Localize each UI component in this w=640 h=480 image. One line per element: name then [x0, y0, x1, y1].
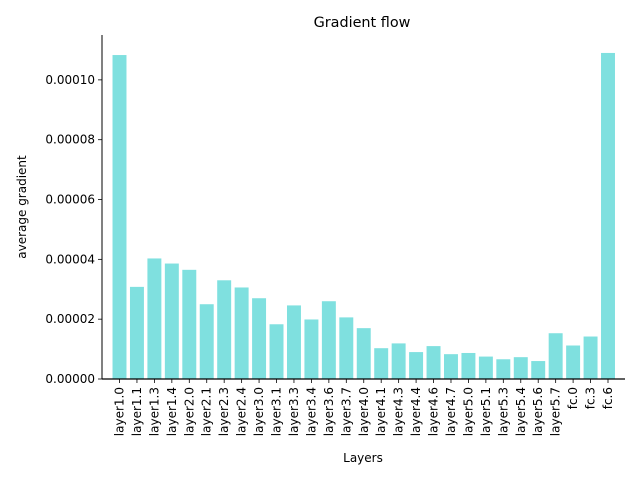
chart-title: Gradient flow: [314, 15, 411, 31]
x-tick-label: layer5.4: [514, 387, 528, 436]
x-tick-label: layer4.3: [392, 387, 406, 436]
x-tick-label: layer4.6: [427, 387, 441, 436]
bar-layer5.1: [478, 356, 493, 379]
bar-layer4.1: [374, 348, 389, 379]
bar-fc.3: [583, 336, 598, 379]
x-tick-label: fc.6: [601, 387, 615, 409]
bar-layer1.4: [164, 263, 179, 379]
bar-layer2.3: [217, 280, 232, 379]
y-tick-label: 0.00004: [45, 252, 95, 266]
bar-layer4.4: [409, 352, 424, 379]
x-tick-label: layer1.0: [113, 387, 127, 436]
x-tick-label: fc.3: [584, 387, 598, 409]
x-tick-label: layer5.7: [549, 387, 563, 436]
y-tick-label: 0.00008: [45, 133, 95, 147]
bar-layer3.4: [304, 319, 319, 379]
x-tick-label: layer3.0: [252, 387, 266, 436]
bar-layer2.4: [234, 287, 249, 379]
bar-layer1.3: [147, 258, 162, 379]
bars-group: [112, 52, 615, 379]
bar-fc.0: [566, 345, 581, 379]
x-tick-label: layer3.6: [322, 387, 336, 436]
x-tick-label: layer2.4: [235, 387, 249, 436]
bar-layer1.0: [112, 55, 127, 379]
bar-layer5.6: [531, 361, 546, 379]
x-tick-label: layer2.0: [182, 387, 196, 436]
x-tick-label: layer4.4: [409, 387, 423, 436]
x-tick-label: layer1.4: [165, 387, 179, 436]
x-tick-label: layer3.3: [287, 387, 301, 436]
bar-layer4.7: [444, 354, 458, 379]
x-tick-label: layer3.7: [339, 387, 353, 436]
bar-layer3.0: [252, 298, 267, 379]
bar-layer2.0: [182, 269, 197, 379]
x-tick-label: layer4.0: [357, 387, 371, 436]
bar-layer5.0: [461, 352, 476, 379]
bar-layer4.0: [356, 328, 371, 379]
bar-layer3.7: [339, 317, 354, 379]
y-tick-label: 0.00000: [45, 372, 95, 386]
bar-layer4.3: [391, 343, 406, 379]
x-tick-label: layer5.6: [531, 387, 545, 436]
y-axis: 0.00000 0.00002 0.00004 0.00006 0.00008 0.000…: [45, 73, 102, 386]
x-tick-label: layer2.1: [200, 387, 214, 436]
x-tick-label: layer5.3: [496, 387, 510, 436]
x-tick-label: layer4.1: [374, 387, 388, 436]
x-axis: layer1.0 layer1.1 layer1.3 layer1.4 layer2.0…: [113, 379, 615, 436]
x-tick-label: layer5.0: [461, 387, 475, 436]
x-tick-label: layer4.7: [444, 387, 458, 436]
y-tick-label: 0.00002: [45, 312, 95, 326]
bar-layer5.4: [513, 357, 528, 379]
x-tick-label: fc.0: [566, 387, 580, 409]
bar-fc.6: [601, 52, 615, 379]
bar-layer3.1: [269, 324, 284, 379]
y-tick-label: 0.00006: [45, 193, 95, 207]
bar-layer4.6: [426, 346, 441, 379]
x-tick-label: layer2.3: [217, 387, 231, 436]
y-tick-label: 0.00010: [45, 73, 95, 87]
x-tick-label: layer3.4: [304, 387, 318, 436]
y-axis-label: average gradient: [15, 155, 29, 259]
bar-layer5.7: [548, 333, 563, 379]
bar-layer1.1: [129, 286, 144, 379]
bar-layer3.6: [321, 301, 336, 379]
x-tick-label: layer5.1: [479, 387, 493, 436]
x-tick-label: layer1.1: [130, 387, 144, 436]
x-axis-label: Layers: [343, 451, 383, 465]
x-tick-label: layer1.3: [147, 387, 161, 436]
bar-layer2.1: [199, 304, 214, 379]
x-tick-label: layer3.1: [270, 387, 284, 436]
bar-layer5.3: [496, 359, 511, 379]
bar-layer3.3: [286, 305, 301, 379]
